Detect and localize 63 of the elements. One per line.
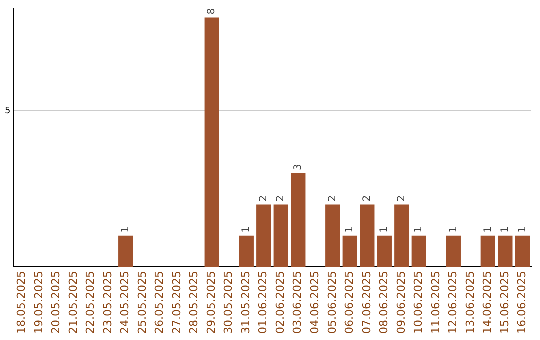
- x-tick-label: 11.06.2025: [429, 271, 442, 334]
- bar: [377, 236, 392, 268]
- x-tick-label: 16.06.2025: [516, 271, 529, 334]
- x-tick-label: 15.06.2025: [498, 271, 512, 334]
- data-label: 2: [327, 195, 338, 202]
- data-label: 1: [344, 226, 356, 233]
- x-tick-label: 10.06.2025: [412, 271, 426, 334]
- bar: [394, 204, 410, 268]
- bar: [360, 204, 375, 268]
- x-tick-label: 20.05.2025: [50, 271, 63, 334]
- bar: [118, 236, 134, 268]
- bar: [239, 236, 254, 268]
- x-tick-label: 08.06.2025: [378, 271, 391, 334]
- bar: [204, 18, 220, 268]
- data-label: 1: [448, 226, 460, 233]
- x-tick-label: 01.06.2025: [256, 271, 270, 334]
- bar: [515, 236, 530, 268]
- x-tick-label: 09.06.2025: [394, 271, 408, 334]
- x-tick-label: 21.05.2025: [66, 271, 80, 334]
- x-tick-label: 31.05.2025: [239, 271, 252, 334]
- data-label: 3: [292, 164, 304, 171]
- bar: [274, 204, 288, 268]
- x-tick-label: 28.05.2025: [188, 271, 201, 334]
- data-label: 1: [517, 226, 528, 233]
- data-label: 8: [206, 8, 218, 15]
- x-tick-label: 26.05.2025: [153, 271, 166, 334]
- bar: [498, 236, 513, 268]
- bar: [412, 236, 426, 268]
- x-tick-label: 05.06.2025: [326, 271, 339, 334]
- x-tick-label: 14.06.2025: [481, 271, 494, 334]
- x-tick-label: 18.05.2025: [15, 271, 28, 334]
- bar: [446, 236, 461, 268]
- x-tick-label: 06.06.2025: [343, 271, 356, 334]
- x-tick-label: 22.05.2025: [84, 271, 98, 334]
- x-tick-label: 12.06.2025: [446, 271, 460, 334]
- data-label: 1: [500, 226, 512, 233]
- data-label: 2: [276, 195, 287, 202]
- x-tick-label: 13.06.2025: [464, 271, 477, 334]
- x-tick-label: 29.05.2025: [204, 271, 218, 334]
- x-tick-label: 25.05.2025: [136, 271, 149, 334]
- bar: [342, 236, 358, 268]
- data-label: 1: [379, 226, 390, 233]
- bar: [480, 236, 496, 268]
- y-tick-label: 5: [4, 106, 11, 117]
- x-tick-label: 23.05.2025: [101, 271, 114, 334]
- x-tick-label: 19.05.2025: [32, 271, 46, 334]
- data-label: 1: [482, 226, 494, 233]
- data-label: 1: [414, 226, 425, 233]
- x-tick-label: 02.06.2025: [274, 271, 287, 334]
- data-label: 2: [396, 195, 408, 202]
- bar: [256, 204, 272, 268]
- data-label: 1: [120, 226, 132, 233]
- x-tick-label: 24.05.2025: [118, 271, 132, 334]
- x-tick-label: 27.05.2025: [170, 271, 184, 334]
- data-label: 2: [258, 195, 270, 202]
- x-tick-label: 03.06.2025: [291, 271, 304, 334]
- bar: [291, 174, 306, 268]
- x-tick-label: 07.06.2025: [360, 271, 374, 334]
- data-label: 1: [241, 226, 252, 233]
- x-tick-label: 04.06.2025: [308, 271, 322, 334]
- bar: [326, 204, 340, 268]
- x-tick-label: 30.05.2025: [222, 271, 236, 334]
- data-label: 2: [362, 195, 373, 202]
